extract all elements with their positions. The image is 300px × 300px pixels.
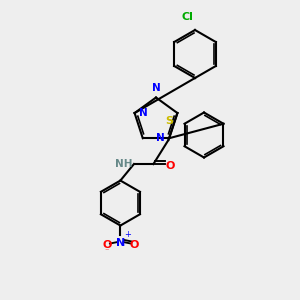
Text: Cl: Cl bbox=[182, 13, 194, 22]
Text: N: N bbox=[156, 133, 165, 143]
Text: N: N bbox=[116, 238, 125, 248]
Text: NH: NH bbox=[115, 159, 132, 169]
Text: S: S bbox=[165, 116, 173, 126]
Text: +: + bbox=[124, 230, 131, 239]
Text: N: N bbox=[152, 83, 160, 93]
Text: O: O bbox=[102, 240, 112, 250]
Text: ⁻: ⁻ bbox=[105, 247, 109, 256]
Text: O: O bbox=[129, 240, 139, 250]
Text: N: N bbox=[139, 108, 148, 118]
Text: O: O bbox=[165, 160, 175, 170]
